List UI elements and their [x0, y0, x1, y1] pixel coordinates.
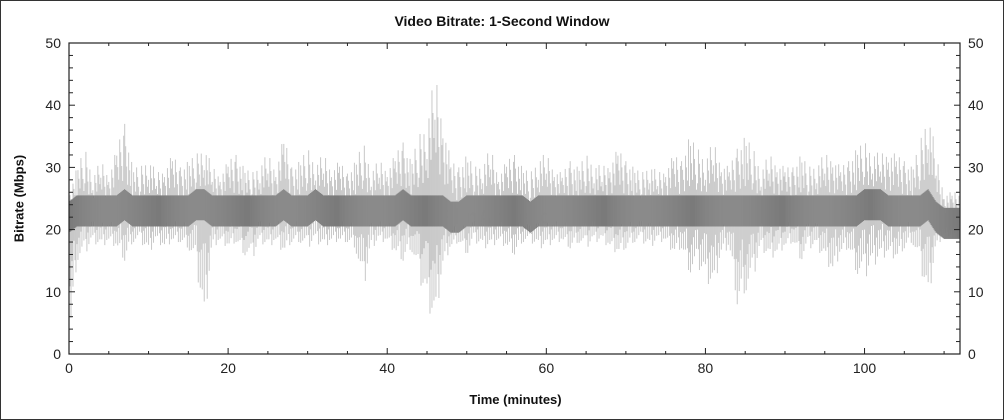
- y-tick-label-right: 40: [968, 97, 984, 113]
- y-tick-label-right: 20: [968, 222, 984, 238]
- y-tick-label-left: 0: [53, 346, 61, 362]
- x-tick-label: 80: [698, 360, 714, 376]
- y-tick-label-right: 50: [968, 35, 984, 51]
- x-axis-label: Time (minutes): [469, 392, 562, 407]
- y-tick-label-right: 30: [968, 159, 984, 175]
- x-tick-label: 100: [853, 360, 877, 376]
- x-tick-label: 60: [539, 360, 555, 376]
- y-tick-label-left: 50: [45, 35, 61, 51]
- y-tick-label-right: 0: [968, 346, 976, 362]
- x-tick-label: 0: [65, 360, 73, 376]
- x-tick-label: 20: [220, 360, 236, 376]
- y-tick-label-right: 10: [968, 284, 984, 300]
- chart-title: Video Bitrate: 1-Second Window: [394, 13, 610, 29]
- y-tick-label-left: 40: [45, 97, 61, 113]
- axes-box: [68, 42, 961, 355]
- x-tick-label: 40: [379, 360, 395, 376]
- y-tick-label-left: 10: [45, 284, 61, 300]
- y-tick-label-left: 30: [45, 159, 61, 175]
- y-tick-label-left: 20: [45, 222, 61, 238]
